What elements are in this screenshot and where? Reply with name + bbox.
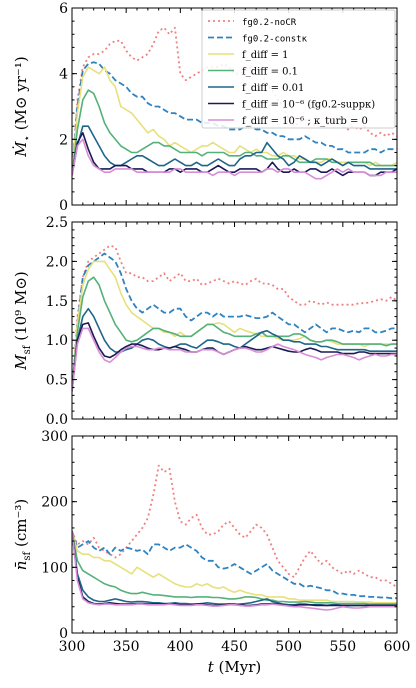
legend-label: fg0.2-constκ <box>242 35 308 45</box>
series-group <box>72 26 397 180</box>
x-tick-label: 400 <box>167 639 194 655</box>
legend-label: fg0.2-noCR <box>242 18 297 28</box>
y-tick-label: 200 <box>41 495 68 511</box>
y-tick-label: 2.5 <box>46 215 68 231</box>
x-axis-label: t (Myr) <box>208 658 262 676</box>
series-line-2 <box>72 530 397 600</box>
series-line-7 <box>72 138 397 180</box>
y-axis-label: n̄sf (cm⁻³) <box>12 499 33 571</box>
series-line-6 <box>72 132 397 177</box>
series-group <box>72 464 397 611</box>
plot-area <box>72 222 397 419</box>
y-tick-label: 100 <box>41 560 68 576</box>
legend-box <box>201 9 396 129</box>
series-line-2 <box>72 61 397 176</box>
series-line-3 <box>72 66 397 176</box>
y-tick-label: 300 <box>41 429 68 445</box>
legend: fg0.2-noCR fg0.2-constκ f_diff = 1 f_diff =… <box>201 9 396 129</box>
series-line-5 <box>72 125 397 176</box>
y-axis-label: Msf (10⁹ M⊙) <box>12 271 33 370</box>
series-group <box>72 244 397 392</box>
series-line-1 <box>72 244 397 392</box>
y-tick-label: 1.5 <box>46 294 68 310</box>
y-tick-label: 0 <box>59 198 68 214</box>
x-tick-label: 500 <box>275 639 302 655</box>
y-tick-label: 1.0 <box>46 333 68 349</box>
panel-2: 0.0 0.5 1.0 1.5 2.0 2.5 Msf (10⁹ M⊙) <box>12 215 398 428</box>
y-tick-label: 2 <box>59 132 68 148</box>
series-line-1 <box>72 464 397 588</box>
x-tick-label: 600 <box>384 639 411 655</box>
legend-label: f_diff = 1 <box>242 50 289 61</box>
series-line-4 <box>72 276 397 392</box>
y-tick-label: 4 <box>59 67 68 83</box>
x-tick-label: 350 <box>113 639 140 655</box>
plot-area <box>72 436 397 633</box>
y-tick-label: 0.0 <box>46 412 68 428</box>
panel-3: 0 100 200 300 300 350 400 450 500 550 600 n̄sf (cm⁻… <box>12 429 410 655</box>
legend-label: f_diff = 0.1 <box>242 67 298 78</box>
y-tick-label: 2.0 <box>46 254 68 270</box>
series-line-7 <box>72 531 397 611</box>
legend-label: f_diff = 10⁻⁶ (fg0.2-suppκ) <box>242 100 375 111</box>
legend-label: f_diff = 0.01 <box>242 83 304 94</box>
series-line-7 <box>72 327 397 392</box>
y-tick-label: 0.5 <box>46 373 68 389</box>
x-tick-label: 300 <box>59 639 86 655</box>
series-line-5 <box>72 307 397 392</box>
series-line-4 <box>72 531 397 605</box>
x-tick-label: 450 <box>221 639 248 655</box>
series-line-2 <box>72 252 397 392</box>
y-tick-label: 6 <box>59 1 68 17</box>
legend-label: f_diff = 10⁻⁶ ; κ_turb = 0 <box>242 116 368 127</box>
x-tick-label: 550 <box>329 639 356 655</box>
y-axis-label: Ṁ⋆ (M⊙ yr⁻¹) <box>12 56 33 157</box>
series-line-3 <box>72 530 397 604</box>
y-tick-label: 0 <box>59 626 68 642</box>
